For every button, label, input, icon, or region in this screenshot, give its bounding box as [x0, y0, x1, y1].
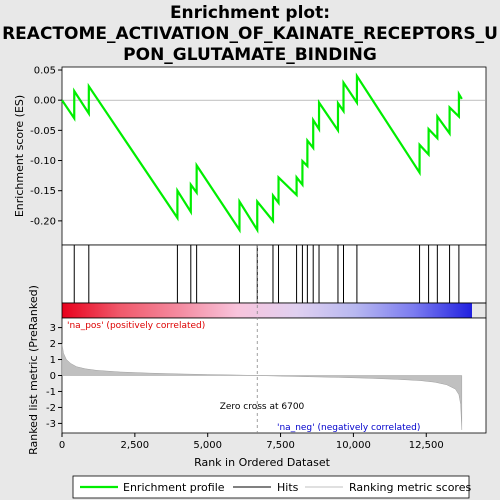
- es-y-tick-label: -0.10: [30, 156, 56, 167]
- chart-title-line-2: REACTOME_ACTIVATION_OF_KAINATE_RECEPTORS…: [2, 24, 498, 44]
- es-y-tick-label: 0.00: [34, 96, 56, 107]
- x-tick-label: 7,500: [266, 440, 295, 451]
- x-axis-label: Rank in Ordered Dataset: [194, 456, 331, 469]
- x-tick-label: 5,000: [193, 440, 222, 451]
- es-y-tick-label: 0.05: [34, 66, 56, 77]
- chart-title-line-3: PON_GLUTAMATE_BINDING: [123, 45, 377, 65]
- positive-correlation-label: 'na_pos' (positively correlated): [67, 321, 205, 331]
- es-y-tick-label: -0.20: [30, 216, 56, 227]
- es-y-tick-label: -0.15: [30, 186, 56, 197]
- x-tick-label: 0: [59, 440, 65, 451]
- metric-y-ticks: 3 2 1 0 -1 -2 -3: [46, 323, 62, 430]
- es-y-axis-label: Enrichment score (ES): [13, 95, 26, 217]
- metric-y-tick-label: 2: [50, 339, 56, 350]
- hit-markers: [73, 245, 460, 303]
- es-y-ticks: 0.05 0.00 -0.05 -0.10 -0.15 -0.20: [30, 66, 62, 227]
- rank-gradient-bar: [62, 303, 472, 318]
- x-tick-label: 2,500: [121, 440, 150, 451]
- x-tick-label: 12,500: [409, 440, 444, 451]
- negative-correlation-label: 'na_neg' (negatively correlated): [277, 423, 420, 433]
- ranking-metric-area: [61, 343, 463, 430]
- metric-y-tick-label: -2: [46, 403, 56, 414]
- legend-hits-label: Hits: [277, 481, 299, 494]
- hits-panel: [61, 244, 487, 304]
- legend-metric-label: Ranking metric scores: [349, 481, 471, 494]
- es-y-tick-label: -0.05: [30, 126, 56, 137]
- metric-y-tick-label: 0: [50, 371, 56, 382]
- legend-enrichment-label: Enrichment profile: [123, 481, 225, 494]
- x-axis-ticks: 0 2,500 5,000 7,500 10,000 12,500: [59, 433, 444, 451]
- zero-cross-label: Zero cross at 6700: [220, 402, 305, 412]
- metric-y-tick-label: 3: [50, 323, 56, 334]
- metric-y-tick-label: 1: [50, 355, 56, 366]
- x-tick-label: 10,000: [336, 440, 371, 451]
- enrichment-profile-line: [61, 72, 463, 234]
- chart-title-line-1: Enrichment plot:: [170, 3, 330, 23]
- metric-y-tick-label: -1: [46, 387, 56, 398]
- metric-y-tick-label: -3: [46, 419, 56, 430]
- metric-y-axis-label: Ranked list metric (PreRanked): [27, 285, 40, 455]
